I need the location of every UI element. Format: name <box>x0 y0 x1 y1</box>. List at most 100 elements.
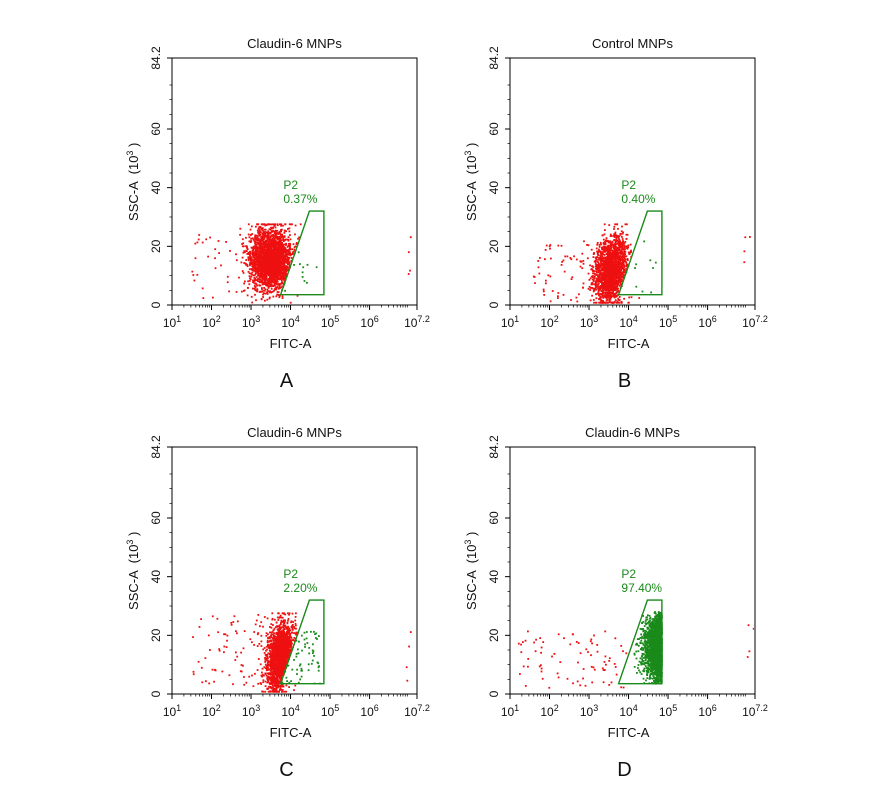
event-point-ungated <box>243 289 246 292</box>
event-point-ungated <box>260 235 263 238</box>
event-point-ungated <box>265 654 267 657</box>
event-point-ungated <box>280 677 283 679</box>
event-point-ungated <box>286 263 289 266</box>
event-point-ungated <box>254 238 257 241</box>
event-point-ungated <box>616 300 619 303</box>
event-point-ungated <box>278 232 280 235</box>
gate-name-label: P2 <box>621 178 636 192</box>
event-point-ungated <box>607 254 610 257</box>
event-point-ungated <box>248 256 251 259</box>
event-point-ungated <box>608 297 611 300</box>
event-point-ungated <box>626 263 629 266</box>
event-point-ungated <box>263 267 266 270</box>
event-point-ungated <box>247 251 250 254</box>
event-point-ungated <box>618 255 621 257</box>
event-point-ungated <box>615 276 618 278</box>
event-point-ungated <box>598 275 601 277</box>
event-point-ungated <box>612 243 615 246</box>
event-point-ungated <box>619 271 622 273</box>
event-point-ungated <box>598 264 601 267</box>
event-point-ungated <box>576 300 579 303</box>
event-point-ungated <box>251 233 254 235</box>
event-point-ungated <box>622 270 625 273</box>
event-point-ungated <box>616 256 619 259</box>
event-point-ungated <box>270 275 273 278</box>
event-point-ungated <box>603 270 606 273</box>
event-point-ungated <box>266 298 269 301</box>
event-point-ungated <box>266 247 269 250</box>
event-point-ungated <box>614 279 617 282</box>
event-point-ungated <box>275 256 277 259</box>
event-point-ungated <box>243 250 246 253</box>
event-point-ungated <box>610 274 613 277</box>
event-point-ungated <box>253 258 256 260</box>
event-point-ungated <box>605 270 608 273</box>
event-point-ungated <box>268 279 270 281</box>
event-point-ungated <box>617 242 619 245</box>
event-point-ungated <box>268 268 270 271</box>
event-point-ungated <box>592 256 595 258</box>
event-point-ungated <box>621 243 623 246</box>
event-point-gated <box>284 289 286 292</box>
event-point-ungated <box>603 249 605 252</box>
event-point-ungated <box>245 245 247 248</box>
event-point-ungated <box>606 239 609 242</box>
event-point-ungated <box>608 263 611 266</box>
event-point-ungated <box>589 287 592 289</box>
event-point-ungated <box>623 255 626 258</box>
event-point-ungated <box>614 270 617 273</box>
event-point-ungated <box>248 280 251 282</box>
event-point-ungated <box>274 234 277 237</box>
event-point-ungated <box>246 294 249 297</box>
event-point-ungated <box>250 233 252 236</box>
event-point-ungated <box>537 260 540 262</box>
event-point-ungated <box>600 243 602 246</box>
event-point-ungated <box>569 257 572 259</box>
event-point-ungated <box>217 240 220 242</box>
event-point-ungated <box>264 272 267 274</box>
event-point-ungated <box>248 268 251 271</box>
event-point-ungated <box>564 255 567 258</box>
x-tick-label: 104 <box>619 314 637 330</box>
event-point-ungated <box>263 280 266 283</box>
event-point-ungated <box>605 272 608 275</box>
event-point-ungated <box>606 268 609 271</box>
event-point-ungated <box>270 285 273 288</box>
event-point-ungated <box>620 273 622 276</box>
event-point-ungated <box>599 278 602 280</box>
event-point-ungated <box>616 249 619 252</box>
event-point-ungated <box>263 289 266 292</box>
event-point-ungated <box>274 229 277 232</box>
event-point-ungated <box>561 261 563 263</box>
event-point-ungated <box>604 274 606 276</box>
event-point-ungated <box>563 270 566 273</box>
event-point-ungated <box>268 259 270 262</box>
event-point-ungated <box>607 263 610 266</box>
event-point-ungated <box>266 257 269 260</box>
event-point-ungated <box>269 272 272 275</box>
gate-name-label: P2 <box>283 178 298 192</box>
event-point-ungated <box>214 257 216 260</box>
event-point-ungated <box>272 295 275 298</box>
event-point-ungated <box>611 301 614 304</box>
event-point-ungated <box>623 257 626 260</box>
event-point-ungated <box>258 255 261 258</box>
event-point-ungated <box>246 247 248 249</box>
event-point-ungated <box>269 231 272 234</box>
event-point-ungated <box>616 285 618 288</box>
event-point-ungated <box>248 254 251 256</box>
event-point-ungated <box>626 233 629 236</box>
event-point-ungated <box>265 283 267 285</box>
event-point-ungated <box>274 241 277 243</box>
event-point-ungated <box>288 230 291 233</box>
event-point-ungated <box>285 261 287 264</box>
event-point-ungated <box>275 288 277 291</box>
event-point-ungated <box>274 265 277 268</box>
event-point-ungated <box>611 240 614 243</box>
event-point-ungated <box>269 263 272 266</box>
event-point-ungated <box>258 276 261 278</box>
event-point-ungated <box>620 258 623 261</box>
event-point-ungated <box>280 234 282 237</box>
event-point-ungated <box>596 260 599 263</box>
event-point-ungated <box>253 274 256 277</box>
